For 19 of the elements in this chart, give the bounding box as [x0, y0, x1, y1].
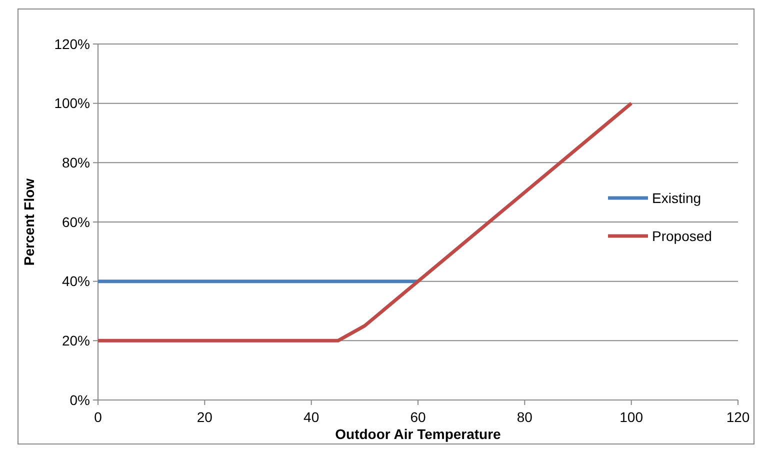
y-tick-label: 60% — [62, 214, 90, 230]
y-tick-label: 20% — [62, 332, 90, 349]
y-tick-label: 80% — [62, 154, 90, 171]
y-tick-label: 120% — [54, 36, 90, 52]
x-tick-label: 60 — [410, 409, 426, 425]
legend-label: Proposed — [652, 228, 712, 244]
x-tick-label: 80 — [516, 409, 533, 425]
x-tick-label: 120 — [726, 409, 750, 425]
y-tick-label: 0% — [70, 392, 90, 408]
legend-label: Existing — [652, 190, 702, 206]
x-tick-label: 20 — [196, 409, 213, 425]
x-tick-label: 0 — [94, 409, 102, 425]
y-axis-title: Percent Flow — [21, 178, 37, 266]
y-tick-label: 40% — [62, 273, 90, 290]
x-tick-label: 40 — [304, 409, 320, 425]
y-tick-label: 100% — [54, 95, 90, 112]
x-tick-label: 100 — [620, 409, 644, 425]
x-axis-title: Outdoor Air Temperature — [335, 426, 502, 442]
line-series — [96, 102, 634, 342]
